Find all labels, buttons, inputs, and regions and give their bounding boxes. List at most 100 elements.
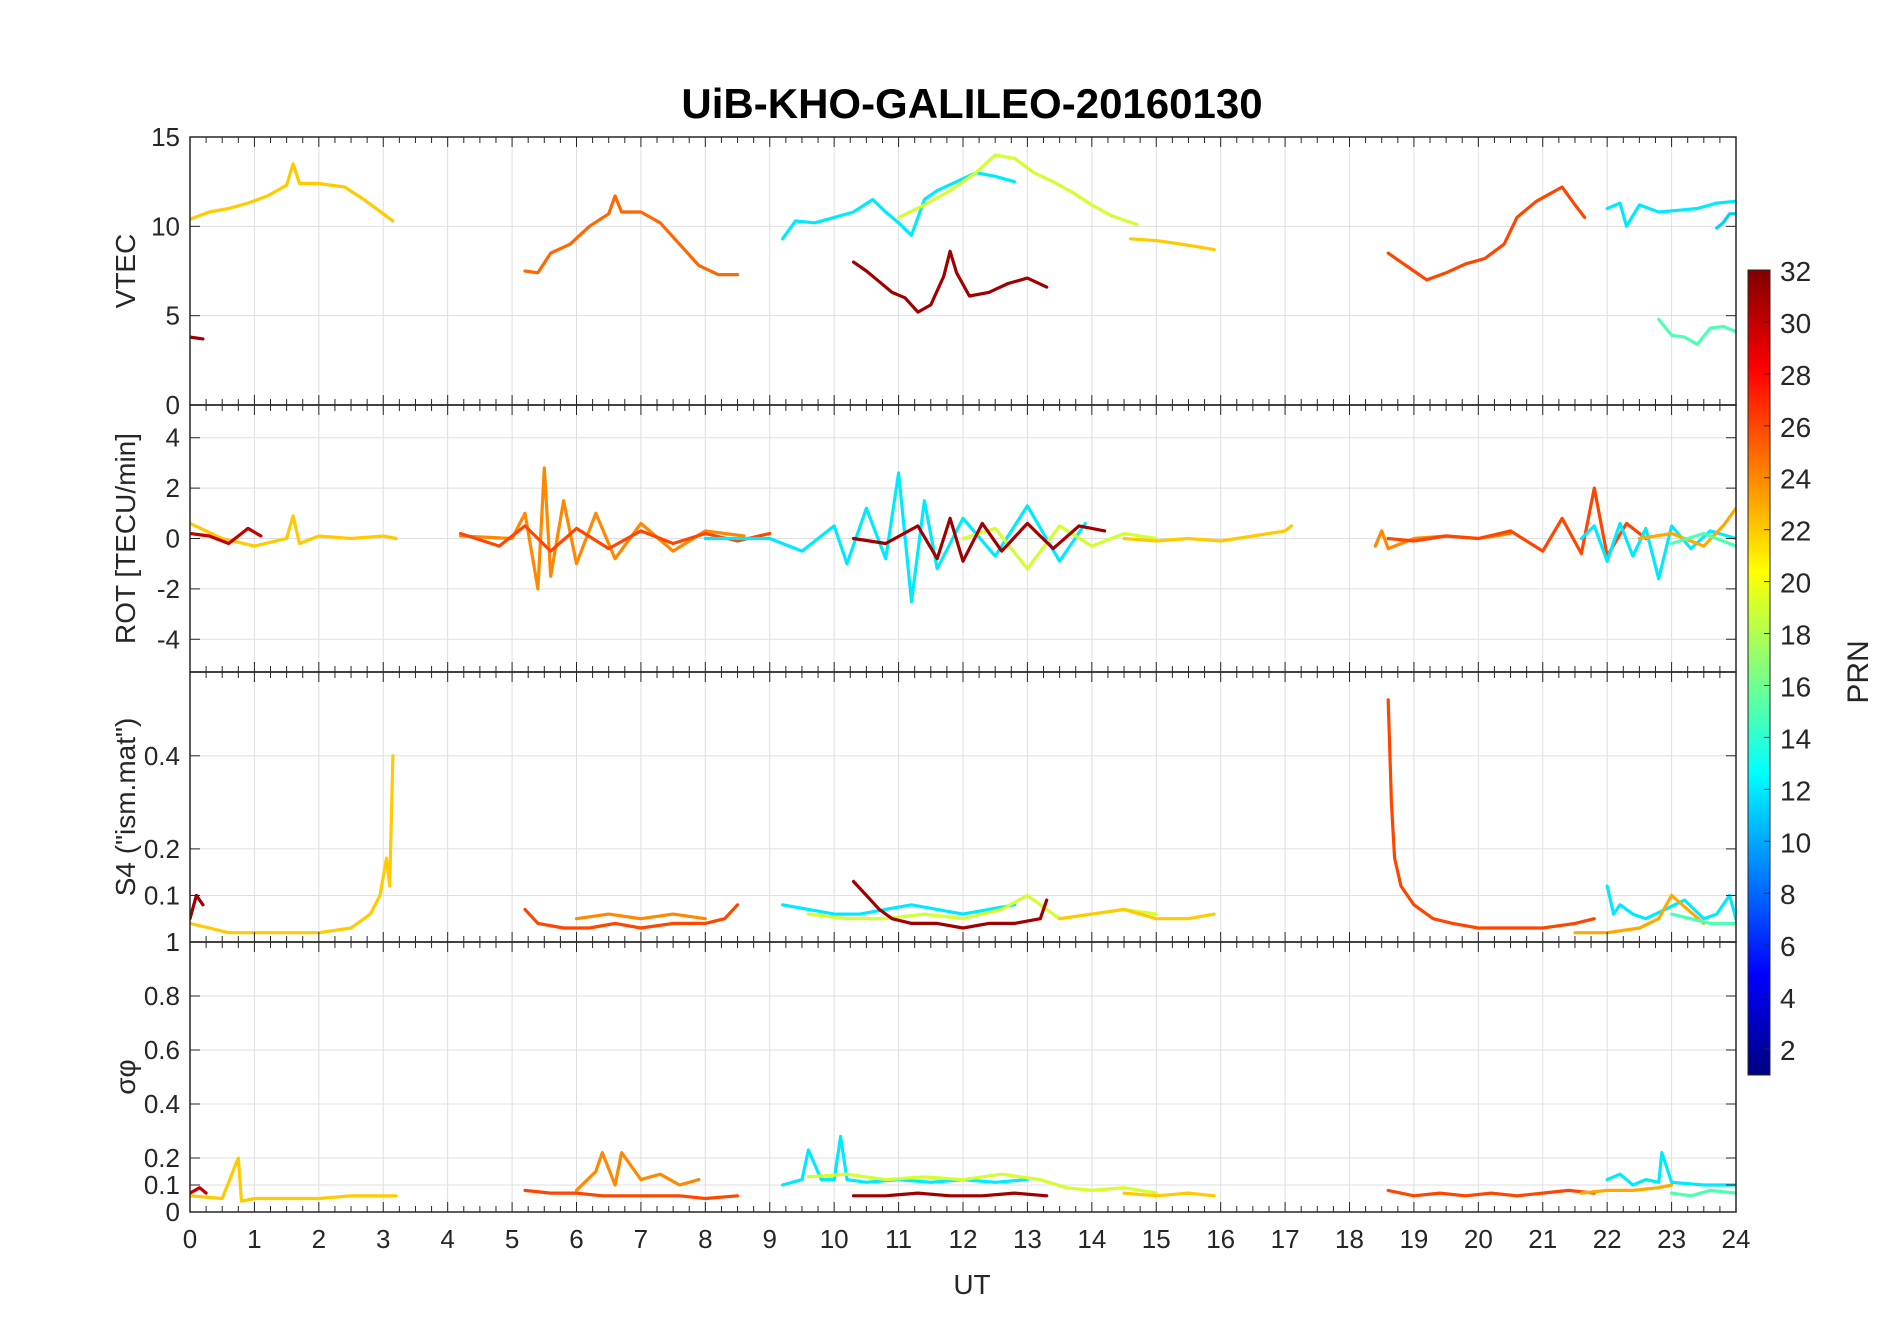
y-tick-label: 2 bbox=[166, 473, 180, 503]
x-tick-label: 3 bbox=[376, 1224, 390, 1254]
series-prn-26 bbox=[1386, 185, 1587, 282]
series-prn-31 bbox=[851, 516, 1107, 563]
series-prn-25 bbox=[523, 194, 740, 277]
series-prn-26 bbox=[523, 903, 740, 930]
series-prn-19 bbox=[896, 153, 1139, 227]
y-tick-label: 0.4 bbox=[144, 741, 180, 771]
x-tick-label: 18 bbox=[1335, 1224, 1364, 1254]
x-tick-label: 0 bbox=[183, 1224, 197, 1254]
series-prn-31 bbox=[851, 879, 1049, 930]
colorbar-tick-label: 14 bbox=[1780, 723, 1811, 754]
y-tick-label: 0.2 bbox=[144, 834, 180, 864]
x-tick-label: 12 bbox=[949, 1224, 978, 1254]
series-prn-26 bbox=[1386, 1188, 1596, 1198]
y-tick-label: -2 bbox=[157, 574, 180, 604]
colorbar-tick-label: 22 bbox=[1780, 516, 1811, 547]
y-tick-label: 0.4 bbox=[144, 1089, 180, 1119]
colorbar-tick-label: 10 bbox=[1780, 827, 1811, 858]
series-prn-22 bbox=[1057, 907, 1216, 921]
x-axis-label: UT bbox=[953, 1269, 990, 1300]
y-tick-label: 1 bbox=[166, 927, 180, 957]
x-tick-label: 13 bbox=[1013, 1224, 1042, 1254]
y-axis-label: ROT [TECU/min] bbox=[110, 433, 141, 644]
y-tick-label: 0 bbox=[166, 1197, 180, 1227]
series-prn-24 bbox=[574, 1150, 701, 1193]
x-tick-label: 8 bbox=[698, 1224, 712, 1254]
series-prn-12 bbox=[780, 903, 1017, 916]
x-tick-label: 14 bbox=[1077, 1224, 1106, 1254]
series-prn-30 bbox=[190, 1186, 208, 1195]
panel-2: -4 -2 0 2 4 ROT [TECU/min] bbox=[110, 404, 1737, 673]
series-prn-15 bbox=[1669, 531, 1736, 548]
y-tick-label: 15 bbox=[151, 122, 180, 152]
series-prn-22 bbox=[190, 754, 395, 935]
x-tick-label: 15 bbox=[1142, 1224, 1171, 1254]
x-tick-label: 22 bbox=[1593, 1224, 1622, 1254]
y-tick-label: 0.6 bbox=[144, 1035, 180, 1065]
y-tick-label: 0.1 bbox=[144, 1170, 180, 1200]
series-prn-22 bbox=[190, 162, 395, 223]
colorbar-label: PRN bbox=[1842, 640, 1875, 703]
series-prn-22 bbox=[190, 514, 398, 548]
x-tick-label: 17 bbox=[1271, 1224, 1300, 1254]
series-prn-12 bbox=[1605, 199, 1736, 228]
series-prn-15 bbox=[1669, 912, 1736, 926]
series-prn-22 bbox=[190, 1156, 398, 1203]
x-tick-label: 7 bbox=[634, 1224, 648, 1254]
series-prn-30 bbox=[190, 526, 263, 546]
x-tick-label: 6 bbox=[569, 1224, 583, 1254]
colorbar-tick-label: 26 bbox=[1780, 412, 1811, 443]
series-prn-15 bbox=[1657, 317, 1736, 346]
x-tick-label: 9 bbox=[763, 1224, 777, 1254]
series-prn-15 bbox=[1669, 1188, 1736, 1198]
x-tick-label: 21 bbox=[1528, 1224, 1557, 1254]
series-prn-26 bbox=[1386, 698, 1596, 930]
x-tick-label: 23 bbox=[1657, 1224, 1686, 1254]
series-prn-12 bbox=[703, 471, 1088, 604]
colorbar-tick-label: 32 bbox=[1780, 256, 1811, 287]
series-prn-31 bbox=[851, 1191, 1049, 1198]
series-prn-31 bbox=[851, 249, 1049, 314]
y-tick-label: 4 bbox=[166, 423, 180, 453]
x-tick-label: 2 bbox=[312, 1224, 326, 1254]
colorbar-scale bbox=[1747, 269, 1771, 1076]
x-tick-label: 19 bbox=[1399, 1224, 1428, 1254]
panel-series bbox=[190, 153, 1736, 346]
series-prn-23 bbox=[1573, 893, 1706, 935]
series-prn-22 bbox=[1122, 524, 1294, 543]
series-prn-11 bbox=[1715, 212, 1736, 230]
colorbar-tick-label: 2 bbox=[1780, 1035, 1796, 1066]
colorbar-tick-label: 28 bbox=[1780, 360, 1811, 391]
y-tick-label: 0 bbox=[166, 390, 180, 420]
y-axis-label: σφ bbox=[110, 1059, 141, 1094]
x-tick-label: 16 bbox=[1206, 1224, 1235, 1254]
y-tick-label: 0 bbox=[166, 524, 180, 554]
panel-series bbox=[190, 698, 1736, 935]
series-prn-19 bbox=[806, 1172, 1158, 1195]
colorbar-tick-label: 4 bbox=[1780, 983, 1796, 1014]
y-tick-label: 0.8 bbox=[144, 981, 180, 1011]
series-prn-26 bbox=[459, 524, 772, 553]
colorbar-tick-label: 20 bbox=[1780, 568, 1811, 599]
x-tick-label: 11 bbox=[885, 1224, 912, 1254]
panel-series bbox=[190, 1134, 1736, 1203]
colorbar-tick-label: 8 bbox=[1780, 879, 1796, 910]
x-tick-label: 5 bbox=[505, 1224, 519, 1254]
y-tick-label: 10 bbox=[151, 211, 180, 241]
series-prn-22 bbox=[1122, 1191, 1216, 1198]
colorbar-tick-label: 16 bbox=[1780, 671, 1811, 702]
series-prn-31 bbox=[190, 335, 205, 341]
colorbar-tick-label: 18 bbox=[1780, 620, 1811, 651]
x-tick-label: 1 bbox=[247, 1224, 261, 1254]
colorbar-tick-label: 12 bbox=[1780, 775, 1811, 806]
chart-title: UiB-KHO-GALILEO-20160130 bbox=[681, 80, 1262, 127]
panel-series bbox=[190, 466, 1736, 604]
series-prn-12 bbox=[1605, 1150, 1736, 1187]
series-prn-26 bbox=[523, 1188, 740, 1201]
y-tick-label: 0.2 bbox=[144, 1143, 180, 1173]
